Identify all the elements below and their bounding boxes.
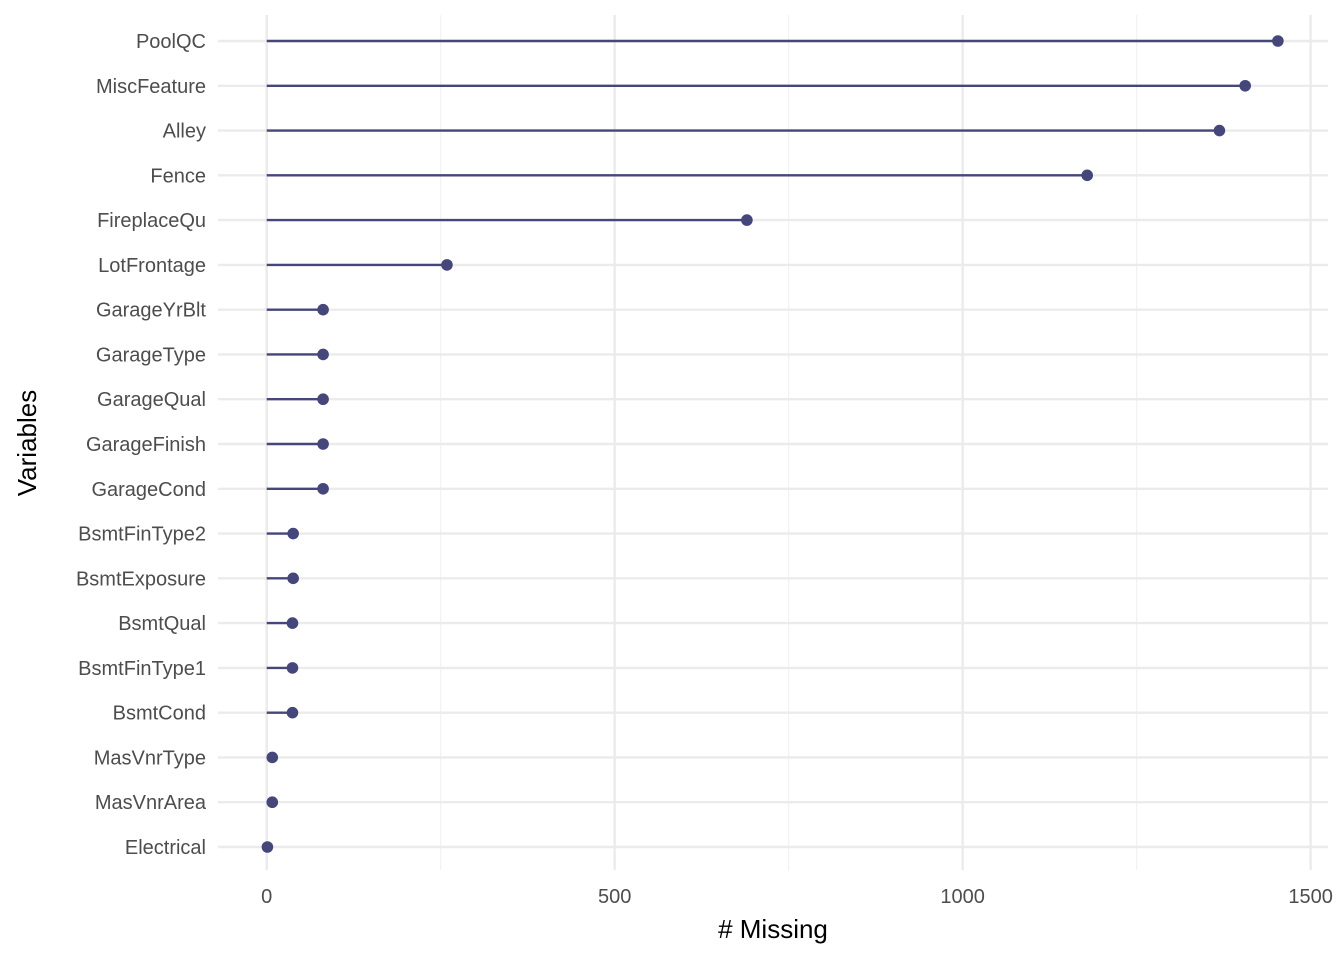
x-tick-label: 500	[598, 886, 631, 908]
lollipop-point	[1081, 169, 1094, 182]
y-tick-label: LotFrontage	[98, 255, 206, 277]
y-tick-label: GarageQual	[97, 389, 206, 411]
lollipop-point	[441, 259, 453, 271]
y-tick-label: FireplaceQu	[97, 210, 206, 232]
lollipop-point	[287, 527, 299, 540]
y-tick-label: MasVnrType	[94, 747, 206, 769]
lollipop-point	[741, 214, 753, 226]
mark-layer	[261, 35, 1284, 853]
y-tick-label: Fence	[150, 165, 206, 187]
y-tick-label: Alley	[163, 121, 206, 143]
x-tick-labels: 0 500 1000 1500	[261, 886, 1333, 908]
y-tick-label: BsmtFinType2	[78, 524, 206, 546]
x-axis-title: # Missing	[718, 914, 828, 944]
lollipop-point	[317, 303, 329, 316]
x-tick-label: 0	[261, 886, 272, 908]
lollipop-point	[1272, 35, 1284, 47]
y-tick-label: BsmtQual	[118, 613, 206, 635]
lollipop-point	[261, 841, 274, 853]
lollipop-point	[1239, 79, 1251, 92]
y-tick-label: MiscFeature	[96, 76, 206, 98]
lollipop-point	[287, 572, 299, 585]
y-tick-label: BsmtFinType1	[78, 658, 206, 680]
y-tick-label: GarageCond	[91, 479, 206, 501]
lollipop-point	[1213, 124, 1226, 137]
x-tick-label: 1500	[1288, 886, 1333, 908]
lollipop-point	[286, 662, 299, 674]
lollipop-point	[266, 751, 279, 764]
y-tick-label: BsmtCond	[113, 703, 206, 725]
y-tick-label: BsmtExposure	[76, 568, 206, 590]
x-tick-label: 1000	[940, 886, 985, 908]
grid-layer	[218, 15, 1328, 870]
lollipop-point	[317, 393, 329, 406]
y-tick-label: GarageType	[96, 344, 206, 366]
y-tick-label: MasVnrArea	[95, 792, 207, 814]
lollipop-point	[317, 438, 329, 450]
lollipop-point	[266, 796, 279, 809]
lollipop-point	[286, 617, 299, 629]
y-tick-labels: PoolQC MiscFeature Alley Fence FireplaceQu Lo…	[76, 31, 207, 859]
y-tick-label: GarageYrBlt	[96, 300, 206, 322]
lollipop-point	[286, 706, 299, 719]
lollipop-point	[317, 482, 329, 495]
y-tick-label: Electrical	[125, 837, 206, 859]
y-axis-title: Variables	[12, 390, 42, 496]
y-tick-label: GarageFinish	[86, 434, 206, 456]
y-tick-label: PoolQC	[136, 31, 206, 53]
lollipop-point	[317, 348, 329, 361]
